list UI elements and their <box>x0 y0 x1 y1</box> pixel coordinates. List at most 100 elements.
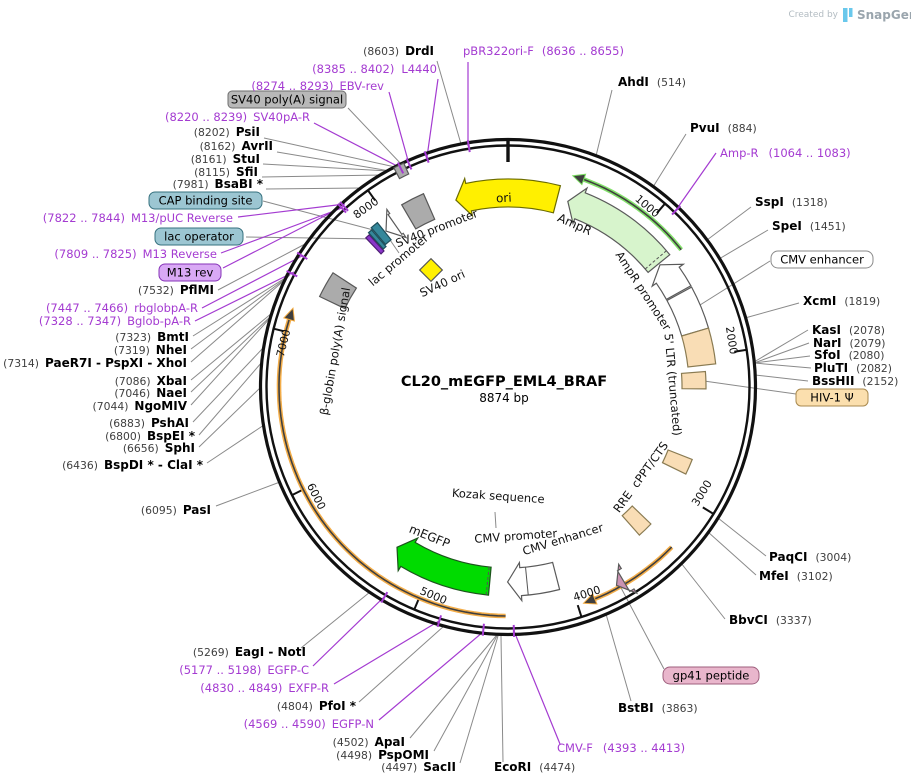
site-label-cmv-f[interactable]: CMV-F (4393 .. 4413) <box>557 741 685 755</box>
primer-tick[interactable] <box>337 203 347 214</box>
lac-promoter-arrow[interactable] <box>385 207 408 239</box>
tick-label-7000: 7000 <box>274 328 293 358</box>
site-label-ahdi[interactable]: AhdI (514) <box>618 75 686 89</box>
feature-label-cppt-cts[interactable]: cPPT/CTS <box>628 439 671 490</box>
site-label-sfoi[interactable]: SfoI (2080) <box>814 348 884 362</box>
cmv-enh-promoter-arrow[interactable] <box>506 560 561 603</box>
ampr-feature-arrow[interactable] <box>567 186 671 274</box>
site-label-paer7i-pspxi-xhoi[interactable]: (7314) PaeR7I - PspXI - XhoI <box>3 356 187 370</box>
site-label-bbvci[interactable]: BbvCI (3337) <box>729 613 812 627</box>
feature-label-kozak[interactable]: Kozak sequence <box>451 486 545 506</box>
cppt-cts-feature-box[interactable] <box>621 505 652 536</box>
feature-label-bglobin-polya[interactable]: β-globin poly(A) signal <box>317 286 353 416</box>
lac-operator-feature-box[interactable] <box>367 229 387 250</box>
site-label-sfii[interactable]: (8115) SfiI <box>194 165 258 179</box>
site-label-eagi-noti[interactable]: (5269) EagI - NotI <box>193 645 306 659</box>
site-label-sspi[interactable]: SspI (1318) <box>755 195 828 209</box>
site-label-exfp-r[interactable]: (4830 .. 4849) EXFP-R <box>200 681 329 695</box>
site-label-bspdi-clai[interactable]: (6436) BspDI * - ClaI * <box>62 458 204 472</box>
orf-arc-2-arrowhead <box>282 307 295 322</box>
site-label-sphi[interactable]: (6656) SphI <box>123 441 195 455</box>
primer-tick[interactable] <box>466 140 471 153</box>
site-label-ecori[interactable]: EcoRI (4474) <box>494 760 575 774</box>
boxed-label-m13-rev[interactable]: M13 rev <box>158 263 222 282</box>
site-label-naei[interactable]: (7046) NaeI <box>114 386 187 400</box>
site-label-egfp-n[interactable]: (4569 .. 4590) EGFP-N <box>244 717 374 731</box>
boxed-label-cmv-enhancer[interactable]: CMV enhancer <box>770 250 874 269</box>
site-label-bspei[interactable]: (6800) BspEI * <box>105 429 196 443</box>
ampr-promoter-arrow[interactable] <box>650 263 692 301</box>
sv40-ori-feature[interactable] <box>418 257 444 283</box>
primer-tick[interactable] <box>481 623 485 636</box>
megfp-feature-arrow[interactable] <box>396 536 492 596</box>
boxed-label-hiv-psi[interactable]: HIV-1 Ψ <box>795 388 869 407</box>
primer-tick[interactable] <box>671 205 682 216</box>
site-label-stui[interactable]: (8161) StuI <box>191 152 260 166</box>
site-label-pasi[interactable]: (6095) PasI <box>141 503 211 517</box>
site-label-bstbi[interactable]: BstBI (3863) <box>618 701 698 715</box>
primer-tick[interactable] <box>339 201 349 212</box>
ampr-orf-arc-arrowhead <box>571 173 587 186</box>
primer-tick[interactable] <box>423 150 430 163</box>
boxed-label-gp41-peptide[interactable]: gp41 peptide <box>662 666 760 685</box>
site-label-sv40pa-r[interactable]: (8220 .. 8239) SV40pA-R <box>165 110 310 124</box>
boxed-label-sv40-polya[interactable]: SV40 poly(A) signal <box>227 90 347 109</box>
ltr5-truncated-band[interactable] <box>680 327 717 368</box>
site-label-m13-reverse[interactable]: (7809 .. 7825) M13 Reverse <box>54 247 217 261</box>
site-label-sacii[interactable]: (4497) SacII <box>381 760 456 774</box>
primer-tick[interactable] <box>405 158 413 170</box>
feature-label-cmv-promoter[interactable]: CMV promoter <box>474 526 558 546</box>
cap-binding-feature-box[interactable] <box>370 221 392 246</box>
ampr-orf-arc[interactable] <box>583 178 682 251</box>
gp41-peptide-marker[interactable] <box>615 562 639 595</box>
site-label-ngomiv[interactable]: (7044) NgoMIV <box>93 399 188 413</box>
primer-tick[interactable] <box>286 269 298 278</box>
site-label-ebv-rev[interactable]: (8274 .. 8293) EBV-rev <box>251 79 384 93</box>
site-label-pfoi[interactable]: (4804) PfoI * <box>277 699 357 713</box>
site-label-m13-puc-reverse[interactable]: (7822 .. 7844) M13/pUC Reverse <box>43 211 233 225</box>
feature-label-ori[interactable]: ori <box>496 191 512 206</box>
site-label-bsabi[interactable]: (7981) BsaBI * <box>173 177 264 191</box>
site-label-bsshii[interactable]: BssHII (2152) <box>812 374 898 388</box>
orf-arc-1-arrowhead <box>582 592 598 605</box>
site-label-amp-r[interactable]: Amp-R (1064 .. 1083) <box>720 146 851 160</box>
site-label-avrii[interactable]: (8162) AvrII <box>200 139 273 153</box>
primer-tick[interactable] <box>296 251 308 260</box>
site-label-bmti[interactable]: (7323) BmtI <box>115 330 189 344</box>
ori-feature-arrow[interactable] <box>455 176 562 218</box>
feature-label-5ltr[interactable]: 5' LTR (truncated) <box>662 333 685 437</box>
site-label-bglob-pa-r[interactable]: (7328 .. 7347) Bglob-pA-R <box>39 314 191 328</box>
boxed-label-lac-operator[interactable]: lac operator <box>154 227 244 246</box>
site-label-apai[interactable]: (4502) ApaI <box>333 735 405 749</box>
site-label-kasi[interactable]: KasI (2078) <box>812 323 885 337</box>
sv40-promoter-feature-box[interactable] <box>400 192 436 230</box>
site-label-psii[interactable]: (8202) PsiI <box>194 125 260 139</box>
site-label-nhei[interactable]: (7319) NheI <box>114 343 187 357</box>
bglobin-polya-feature-box[interactable] <box>318 271 358 310</box>
boxed-label-cap-binding-site[interactable]: CAP binding site <box>148 191 263 210</box>
site-label-egfp-c[interactable]: (5177 .. 5198) EGFP-C <box>179 663 309 677</box>
site-label-pshai[interactable]: (6883) PshAI <box>109 416 189 430</box>
primer-tick[interactable] <box>380 591 389 603</box>
rre-feature-box[interactable] <box>661 449 693 475</box>
primer-tick[interactable] <box>436 615 442 628</box>
site-label-pvui[interactable]: PvuI (884) <box>690 121 757 135</box>
site-label-pbr322ori-f[interactable]: pBR322ori-F (8636 .. 8655) <box>463 44 624 58</box>
site-label-drdi[interactable]: (8603) DrdI <box>363 44 434 58</box>
site-label-xbai[interactable]: (7086) XbaI <box>115 374 187 388</box>
hiv-psi-feature-box[interactable] <box>680 370 707 390</box>
site-label-rbglobpa-r[interactable]: (7447 .. 7466) rbglobpA-R <box>46 301 198 315</box>
site-label-pflmi[interactable]: (7532) PflMI <box>138 283 214 297</box>
m13-rev-feature-box[interactable] <box>364 233 385 255</box>
site-label-paqci[interactable]: PaqCI (3004) <box>769 550 851 564</box>
site-label-mfei[interactable]: MfeI (3102) <box>759 569 833 583</box>
orf-arc-1[interactable] <box>594 546 673 600</box>
orf-arc-2[interactable] <box>278 319 506 617</box>
site-label-pspomi[interactable]: (4498) PspOMI <box>336 748 429 762</box>
site-label-spei[interactable]: SpeI (1451) <box>772 219 846 233</box>
site-label-pluti[interactable]: PluTI (2082) <box>814 361 892 375</box>
primer-tick[interactable] <box>397 162 405 174</box>
site-label-l4440[interactable]: (8385 .. 8402) L4440 <box>312 62 437 76</box>
site-label-nari[interactable]: NarI (2079) <box>813 336 885 350</box>
site-label-xcmi[interactable]: XcmI (1819) <box>803 294 880 308</box>
